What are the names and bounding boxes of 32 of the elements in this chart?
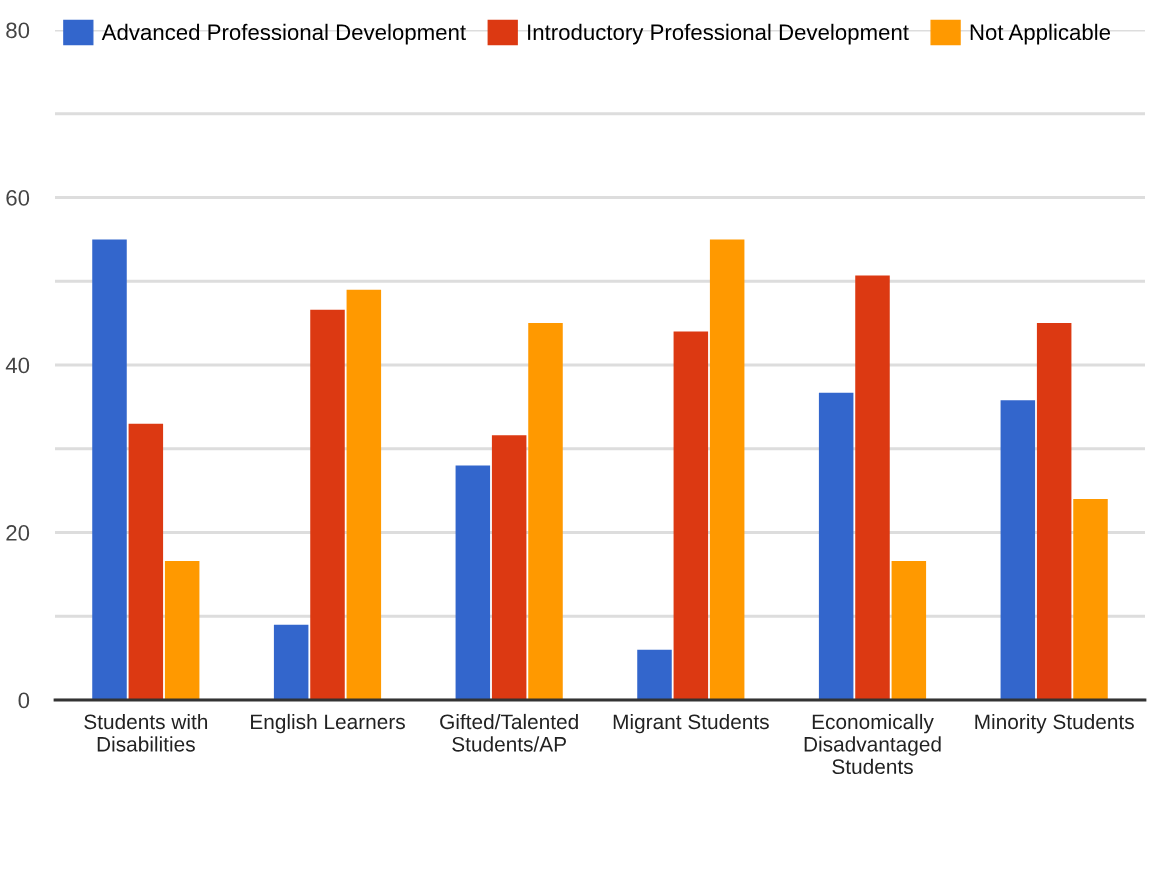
bar <box>310 309 345 700</box>
x-tick-label: Economically Disadvantaged Students <box>804 713 941 775</box>
bar <box>891 560 927 700</box>
bar <box>528 323 563 700</box>
y-tick-label: 20 <box>6 525 30 541</box>
bar <box>855 275 890 700</box>
y-tick-label: 0 <box>18 692 30 709</box>
y-tick-label: 80 <box>6 22 30 39</box>
bar <box>273 624 309 700</box>
bar <box>637 649 672 700</box>
x-tick-label: Gifted/Talented Students/AP <box>440 713 578 752</box>
y-tick-label: 40 <box>5 357 30 374</box>
bar <box>1036 323 1072 700</box>
bar <box>491 435 527 700</box>
bar <box>1073 499 1108 700</box>
bar <box>128 423 164 700</box>
bar <box>346 289 382 700</box>
bar <box>709 239 745 700</box>
legend-label: Introductory Professional Development <box>528 23 909 45</box>
bar <box>1000 400 1036 700</box>
x-tick-label: Students with Disabilities <box>84 713 208 752</box>
x-tick-label: English Learners <box>251 713 405 734</box>
bar <box>673 331 709 700</box>
bar <box>164 560 200 700</box>
y-tick-label: 60 <box>6 190 30 206</box>
bar <box>455 465 491 700</box>
bar <box>818 392 854 700</box>
legend-label: Advanced Professional Development <box>101 23 466 45</box>
x-tick-label: Migrant Students <box>613 713 769 734</box>
bar <box>92 239 127 700</box>
x-tick-label: Minority Students <box>975 713 1134 734</box>
legend-label: Not Applicable <box>970 23 1111 45</box>
